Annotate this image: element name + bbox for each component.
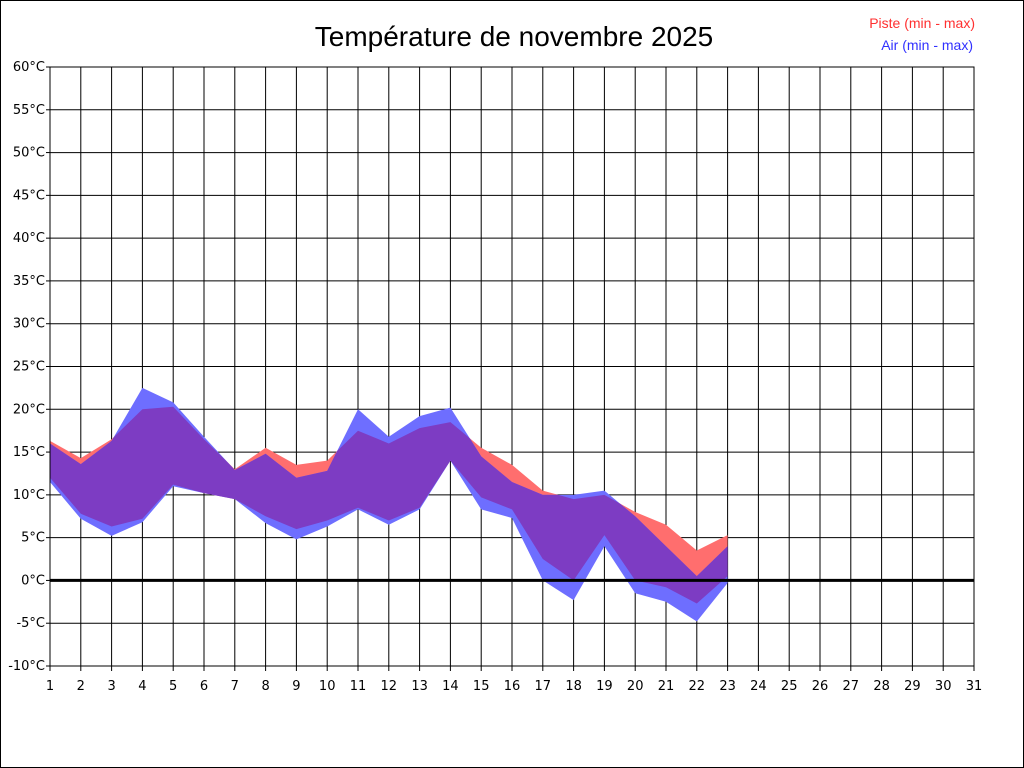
x-tick-label: 4 <box>138 679 146 694</box>
x-tick-label: 26 <box>812 679 829 694</box>
x-tick-label: 18 <box>565 679 582 694</box>
x-tick-label: 10 <box>319 679 336 694</box>
y-tick-label: 0°C <box>21 573 45 588</box>
x-tick-label: 5 <box>169 679 177 694</box>
band-overlap <box>50 406 728 604</box>
x-tick-label: 17 <box>535 679 552 694</box>
y-tick-label: 45°C <box>13 188 45 203</box>
x-tick-label: 29 <box>904 679 921 694</box>
x-tick-label: 8 <box>261 679 269 694</box>
x-tick-label: 9 <box>292 679 300 694</box>
x-tick-label: 6 <box>200 679 208 694</box>
grid <box>49 66 975 667</box>
x-tick-label: 30 <box>935 679 952 694</box>
series-layer <box>50 387 728 622</box>
x-tick-label: 2 <box>77 679 85 694</box>
x-tick-label: 7 <box>231 679 239 694</box>
x-tick-label: 14 <box>442 679 459 694</box>
y-tick-label: -5°C <box>16 616 45 631</box>
x-tick-label: 21 <box>658 679 675 694</box>
y-tick-label: 10°C <box>13 488 45 503</box>
y-tick-label: 15°C <box>13 445 45 460</box>
y-tick-label: 40°C <box>13 231 45 246</box>
x-tick-label: 20 <box>627 679 644 694</box>
x-tick-label: 12 <box>381 679 398 694</box>
x-tick-label: 24 <box>750 679 767 694</box>
y-tick-label: 55°C <box>13 103 45 118</box>
x-tick-label: 15 <box>473 679 490 694</box>
y-tick-label: 50°C <box>13 146 45 161</box>
plot-frame <box>49 66 975 667</box>
x-tick-label: 19 <box>596 679 613 694</box>
x-tick-label: 31 <box>966 679 983 694</box>
y-tick-label: 25°C <box>13 360 45 375</box>
x-tick-label: 3 <box>107 679 115 694</box>
x-tick-label: 16 <box>504 679 521 694</box>
x-tick-label: 25 <box>781 679 798 694</box>
x-tick-label: 23 <box>719 679 736 694</box>
x-tick-label: 22 <box>689 679 706 694</box>
y-tick-label: 30°C <box>13 317 45 332</box>
y-tick-label: 60°C <box>13 60 45 75</box>
legend-air: Air (min - max) <box>881 37 973 53</box>
x-tick-label: 11 <box>350 679 367 694</box>
y-tick-label: 5°C <box>21 531 45 546</box>
x-tick-label: 28 <box>873 679 890 694</box>
y-tick-label: 35°C <box>13 274 45 289</box>
y-tick-label: -10°C <box>8 659 45 674</box>
y-tick-label: 20°C <box>13 402 45 417</box>
x-tick-label: 27 <box>843 679 860 694</box>
x-tick-label: 1 <box>46 679 54 694</box>
chart-title: Température de novembre 2025 <box>315 21 713 52</box>
x-tick-label: 13 <box>411 679 428 694</box>
axes: 60°C55°C50°C45°C40°C35°C30°C25°C20°C15°C… <box>8 60 982 694</box>
legend-piste: Piste (min - max) <box>869 15 975 31</box>
